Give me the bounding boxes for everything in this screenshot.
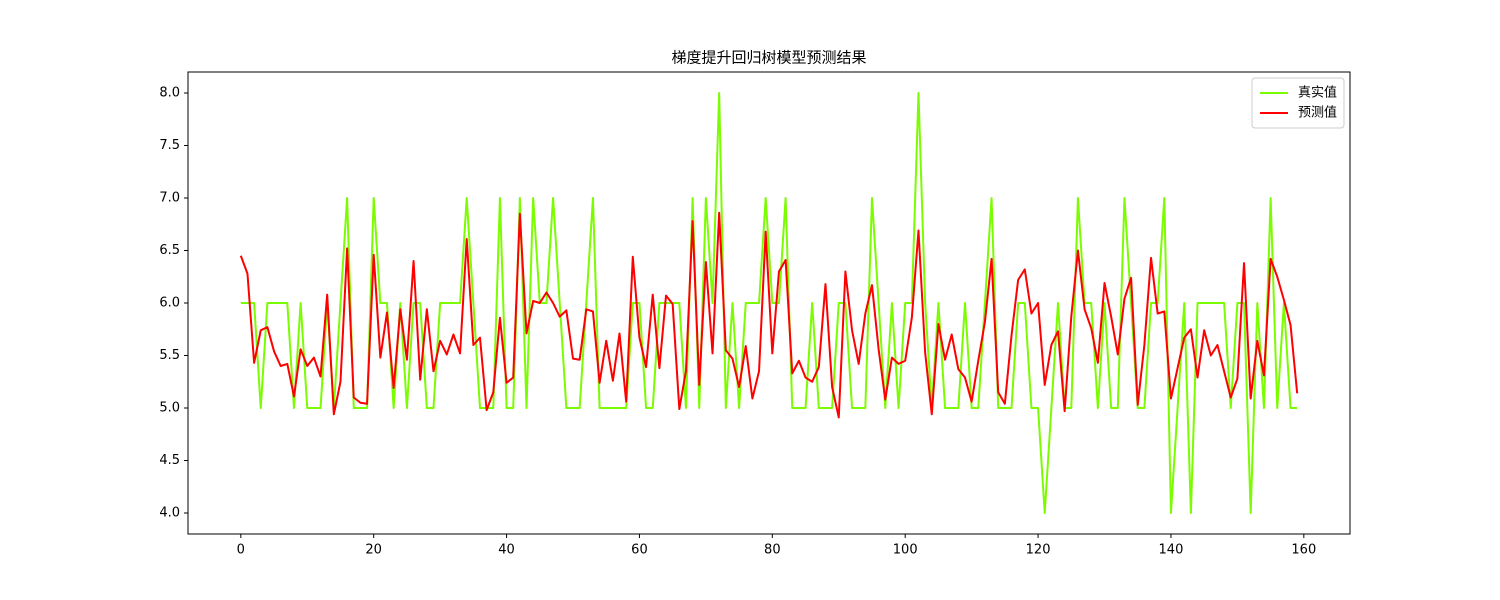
x-tick-label: 80 xyxy=(764,543,781,558)
chart-title: 梯度提升回归树模型预测结果 xyxy=(671,49,866,67)
x-tick-label: 100 xyxy=(893,543,918,558)
y-tick-label: 5.0 xyxy=(159,401,180,416)
x-tick-label: 120 xyxy=(1026,543,1051,558)
x-tick-label: 20 xyxy=(365,543,382,558)
series-line xyxy=(239,211,1299,419)
y-tick-label: 7.0 xyxy=(159,191,180,206)
y-tick-label: 7.5 xyxy=(159,138,180,153)
x-tick-label: 0 xyxy=(237,543,245,558)
legend-label: 真实值 xyxy=(1298,85,1337,101)
legend-box xyxy=(1251,77,1345,129)
x-tick-label: 40 xyxy=(498,543,515,558)
x-tick-label: 160 xyxy=(1291,543,1316,558)
y-tick-label: 4.0 xyxy=(159,506,180,521)
legend-label: 预测值 xyxy=(1298,105,1337,121)
y-tick-label: 4.5 xyxy=(159,453,180,468)
y-tick-label: 5.5 xyxy=(159,348,180,363)
plot-frame xyxy=(187,71,1351,535)
x-tick-label: 140 xyxy=(1159,543,1184,558)
y-tick-label: 6.5 xyxy=(159,243,180,258)
x-tick-label: 60 xyxy=(631,543,648,558)
y-tick-label: 6.0 xyxy=(159,296,180,311)
y-tick-label: 8.0 xyxy=(159,86,180,101)
